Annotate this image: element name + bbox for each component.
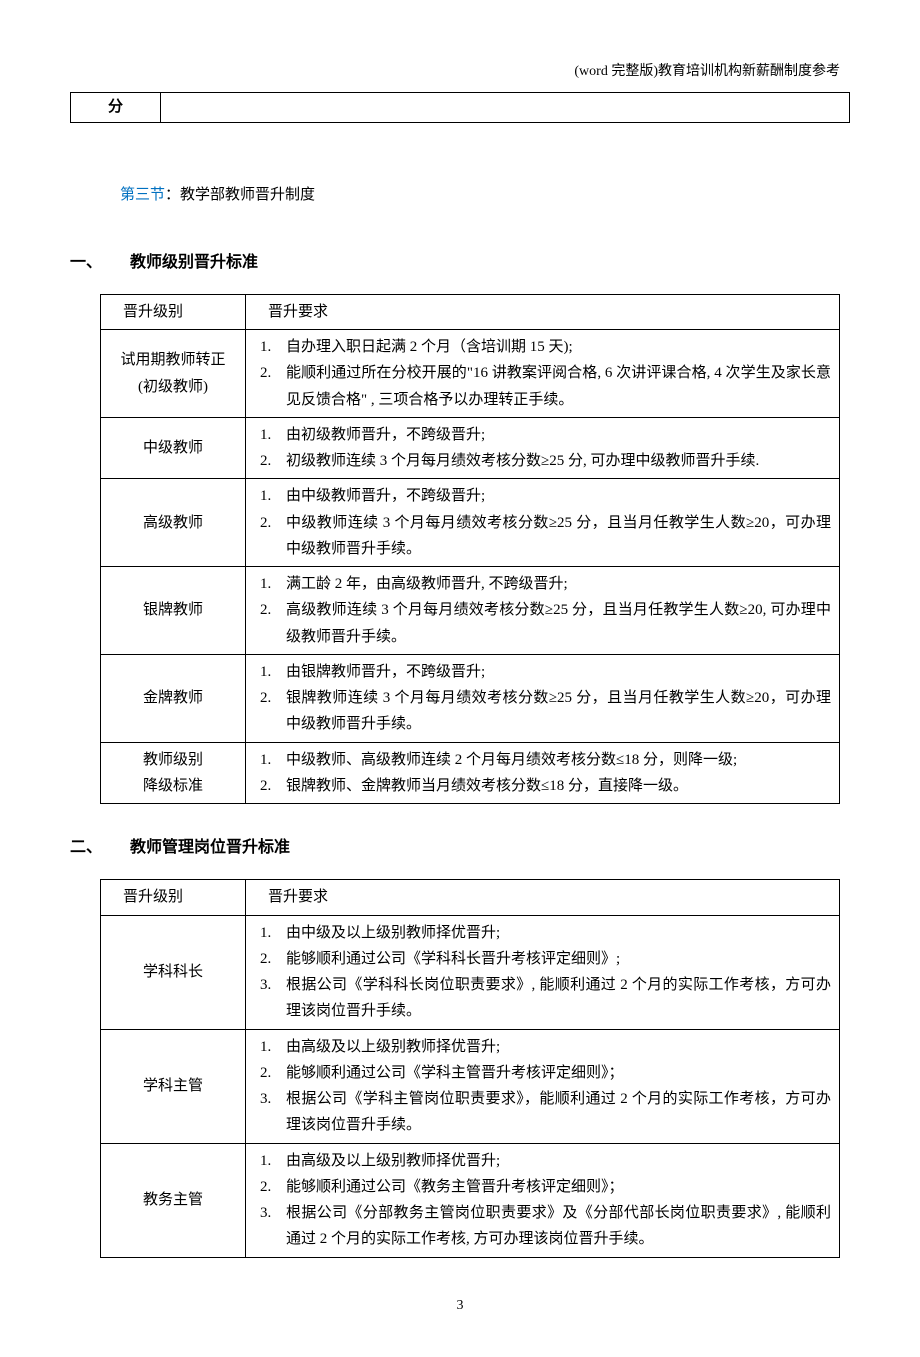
t2-r0-req: 1.由中级及以上级别教师择优晋升; 2.能够顺利通过公司《学科科长晋升考核评定细…	[246, 915, 840, 1029]
heading-2: 二、 教师管理岗位晋升标准	[70, 834, 850, 861]
t1-r0-level: 试用期教师转正 (初级教师)	[101, 330, 246, 418]
teacher-mgmt-table: 晋升级别 晋升要求 学科科长 1.由中级及以上级别教师择优晋升; 2.能够顺利通…	[100, 879, 840, 1257]
t1-r2-level: 高级教师	[101, 479, 246, 567]
t2-r2-req: 1.由高级及以上级别教师择优晋升; 2.能够顺利通过公司《教务主管晋升考核评定细…	[246, 1143, 840, 1257]
fen-empty-cell	[161, 92, 850, 123]
heading-1-title: 教师级别晋升标准	[130, 249, 258, 276]
t2-r0-level: 学科科长	[101, 915, 246, 1029]
header-note: (word 完整版)教育培训机构新薪酬制度参考	[70, 60, 850, 84]
section3-suffix: ：教学部教师晋升制度	[165, 187, 315, 203]
t1-col1-header: 晋升级别	[101, 294, 246, 329]
t1-r1-req: 1.由初级教师晋升，不跨级晋升; 2.初级教师连续 3 个月每月绩效考核分数≥2…	[246, 417, 840, 479]
heading-2-num: 二、	[70, 834, 130, 861]
t1-r3-req: 1.满工龄 2 年，由高级教师晋升, 不跨级晋升; 2.高级教师连续 3 个月每…	[246, 567, 840, 655]
top-fen-table: 分	[70, 92, 850, 124]
teacher-level-table: 晋升级别 晋升要求 试用期教师转正 (初级教师) 1.自办理入职日起满 2 个月…	[100, 294, 840, 804]
t1-r5-level: 教师级别 降级标准	[101, 742, 246, 804]
t1-r3-level: 银牌教师	[101, 567, 246, 655]
t2-r2-level: 教务主管	[101, 1143, 246, 1257]
t1-r1-level: 中级教师	[101, 417, 246, 479]
t1-r0-req: 1.自办理入职日起满 2 个月（含培训期 15 天); 2.能顺利通过所在分校开…	[246, 330, 840, 418]
heading-1: 一、 教师级别晋升标准	[70, 249, 850, 276]
t2-col2-header: 晋升要求	[246, 880, 840, 915]
t2-col1-header: 晋升级别	[101, 880, 246, 915]
t1-r2-req: 1.由中级教师晋升，不跨级晋升; 2.中级教师连续 3 个月每月绩效考核分数≥2…	[246, 479, 840, 567]
t2-r1-level: 学科主管	[101, 1029, 246, 1143]
fen-cell: 分	[71, 92, 161, 123]
t1-r5-req: 1.中级教师、高级教师连续 2 个月每月绩效考核分数≤18 分，则降一级; 2.…	[246, 742, 840, 804]
t1-r4-level: 金牌教师	[101, 654, 246, 742]
heading-1-num: 一、	[70, 249, 130, 276]
heading-2-title: 教师管理岗位晋升标准	[130, 834, 290, 861]
t1-r4-req: 1.由银牌教师晋升，不跨级晋升; 2.银牌教师连续 3 个月每月绩效考核分数≥2…	[246, 654, 840, 742]
t2-r1-req: 1.由高级及以上级别教师择优晋升; 2.能够顺利通过公司《学科主管晋升考核评定细…	[246, 1029, 840, 1143]
section3-title: 第三节：教学部教师晋升制度	[120, 183, 850, 209]
t1-col2-header: 晋升要求	[246, 294, 840, 329]
section3-link: 第三节	[120, 187, 165, 203]
page-number: 3	[70, 1294, 850, 1318]
